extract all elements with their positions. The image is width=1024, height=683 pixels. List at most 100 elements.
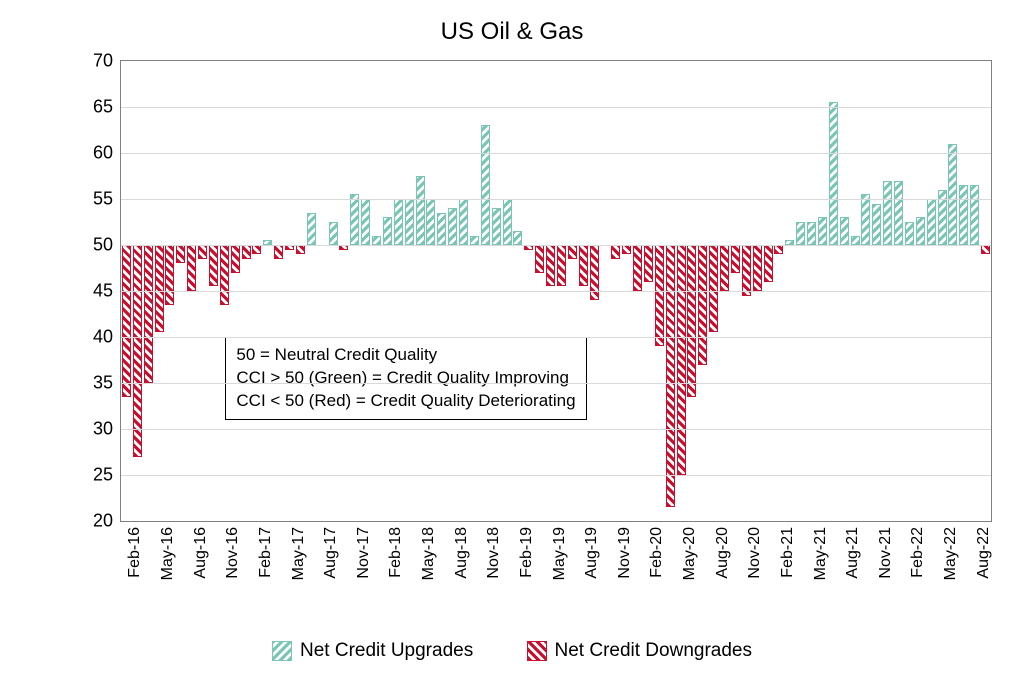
y-tick-label: 60 [93, 143, 113, 164]
bar [916, 217, 925, 245]
bar [807, 222, 816, 245]
bar [655, 245, 664, 346]
x-tick-label: Feb-21 [779, 527, 797, 578]
x-tick-label: Nov-21 [877, 527, 895, 579]
gridline [121, 383, 991, 384]
bar [905, 222, 914, 245]
bar [546, 245, 555, 286]
bar [622, 245, 631, 254]
bar [350, 194, 359, 245]
x-tick-label: Aug-19 [583, 527, 601, 579]
annotation-line: CCI > 50 (Green) = Credit Quality Improv… [236, 367, 575, 390]
x-tick-label: Aug-16 [192, 527, 210, 579]
x-tick-label: Feb-20 [648, 527, 666, 578]
x-tick-label: Feb-18 [387, 527, 405, 578]
x-tick-label: May-22 [942, 527, 960, 580]
bar [307, 213, 316, 245]
bar [666, 245, 675, 507]
bar [568, 245, 577, 259]
bar [818, 217, 827, 245]
bar [231, 245, 240, 273]
bar [720, 245, 729, 291]
bar [753, 245, 762, 291]
chart-title: US Oil & Gas [0, 18, 1024, 46]
bar [883, 181, 892, 245]
gridline [121, 153, 991, 154]
bar [329, 222, 338, 245]
bar [492, 208, 501, 245]
legend-label-up: Net Credit Upgrades [300, 640, 473, 662]
x-tick-label: Nov-17 [355, 527, 373, 579]
bar [448, 208, 457, 245]
x-tick-label: Feb-16 [126, 527, 144, 578]
bar [796, 222, 805, 245]
x-tick-label: May-19 [551, 527, 569, 580]
bar [242, 245, 251, 259]
x-tick-label: Aug-21 [844, 527, 862, 579]
bar [361, 199, 370, 245]
x-tick-label: Aug-20 [714, 527, 732, 579]
bar [198, 245, 207, 259]
bar [426, 199, 435, 245]
gridline [121, 429, 991, 430]
x-tick-label: Nov-18 [485, 527, 503, 579]
y-tick-label: 45 [93, 281, 113, 302]
y-tick-label: 25 [93, 465, 113, 486]
bar [122, 245, 131, 397]
bar [155, 245, 164, 332]
bar [948, 144, 957, 245]
bar [872, 204, 881, 245]
gridline [121, 199, 991, 200]
bar [861, 194, 870, 245]
bar [252, 245, 261, 254]
x-axis-labels: Feb-16May-16Aug-16Nov-16Feb-17May-17Aug-… [121, 521, 991, 621]
bar [274, 245, 283, 259]
bar [840, 217, 849, 245]
x-tick-label: May-20 [681, 527, 699, 580]
bar [927, 199, 936, 245]
bar [633, 245, 642, 291]
bar [503, 199, 512, 245]
gridline [121, 337, 991, 338]
legend-swatch-down-icon [527, 641, 547, 661]
x-tick-label: Aug-17 [322, 527, 340, 579]
bar [383, 217, 392, 245]
bar [644, 245, 653, 282]
x-tick-label: Feb-22 [909, 527, 927, 578]
bar [437, 213, 446, 245]
bar [579, 245, 588, 286]
gridline [121, 291, 991, 292]
x-tick-label: Nov-20 [746, 527, 764, 579]
bar [970, 185, 979, 245]
bar [731, 245, 740, 273]
gridline [121, 475, 991, 476]
bar [459, 199, 468, 245]
x-tick-label: Aug-18 [453, 527, 471, 579]
bar [851, 236, 860, 245]
annotation-line: CCI < 50 (Red) = Credit Quality Deterior… [236, 390, 575, 413]
x-tick-label: Nov-16 [224, 527, 242, 579]
bar [372, 236, 381, 245]
gridline [121, 245, 991, 246]
bar [220, 245, 229, 305]
x-tick-label: May-16 [159, 527, 177, 580]
y-tick-label: 30 [93, 419, 113, 440]
chart-container: US Oil & Gas Credit Consensus Indicator … [0, 0, 1024, 683]
x-tick-label: Nov-19 [616, 527, 634, 579]
y-tick-label: 55 [93, 189, 113, 210]
bar [829, 102, 838, 245]
plot-area: Feb-16May-16Aug-16Nov-16Feb-17May-17Aug-… [120, 60, 992, 522]
y-tick-label: 50 [93, 235, 113, 256]
bar [176, 245, 185, 263]
x-tick-label: Feb-19 [518, 527, 536, 578]
bar [709, 245, 718, 332]
y-tick-label: 20 [93, 511, 113, 532]
annotation-box: 50 = Neutral Credit QualityCCI > 50 (Gre… [225, 337, 586, 420]
bar [165, 245, 174, 305]
bar [742, 245, 751, 296]
y-tick-label: 40 [93, 327, 113, 348]
bar [764, 245, 773, 282]
x-tick-label: May-18 [420, 527, 438, 580]
bar [687, 245, 696, 397]
bar [698, 245, 707, 365]
